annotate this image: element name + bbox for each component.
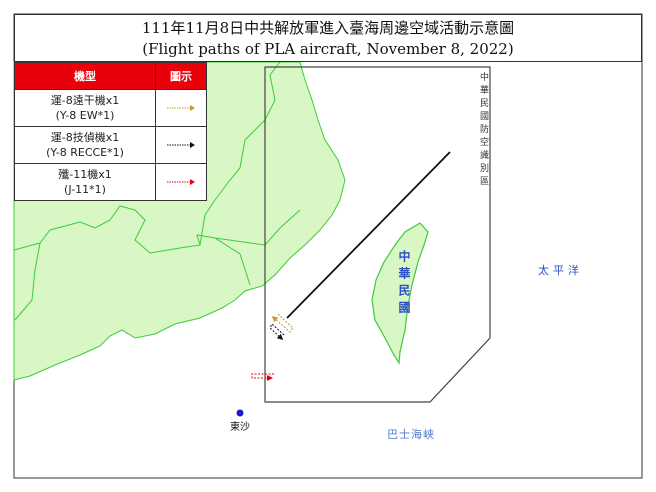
- dongsha-marker: [236, 409, 244, 417]
- legend-label-en: (Y-8 EW*1): [55, 109, 115, 122]
- province-borders: [13, 61, 301, 321]
- legend-row: 運-8遠干機x1 (Y-8 EW*1): [14, 89, 207, 127]
- title-box: 111年11月8日中共解放軍進入臺海周邊空域活動示意圖 (Flight path…: [14, 14, 642, 62]
- title-zh: 111年11月8日中共解放軍進入臺海周邊空域活動示意圖: [141, 19, 515, 37]
- legend-row: 運-8技偵機x1 (Y-8 RECCE*1): [14, 126, 207, 164]
- dongsha-label: 東沙: [230, 422, 250, 433]
- pacific-label: 太平洋: [538, 264, 583, 277]
- y8-recce-return-track: [269, 323, 285, 341]
- legend-row: 殲-11機x1 (J-11*1): [14, 163, 207, 201]
- dotted-arrow-icon: [167, 141, 195, 148]
- legend-header-symbol: 圖示: [155, 62, 207, 90]
- legend-header-type: 機型: [14, 62, 156, 90]
- dotted-arrow-icon: [167, 104, 195, 111]
- legend-label-en: (J-11*1): [64, 183, 106, 196]
- bashi-channel-label: 巴士海峽: [387, 428, 435, 441]
- legend-label-en: (Y-8 RECCE*1): [46, 146, 124, 159]
- dotted-arrow-icon: [167, 178, 195, 185]
- taiwan: [371, 222, 429, 365]
- legend-label-zh: 運-8遠干機x1: [50, 94, 120, 107]
- legend-label-zh: 殲-11機x1: [58, 168, 112, 181]
- legend-table: 機型 圖示 運-8遠干機x1 (Y-8 EW*1) 運-8技偵機x1 (Y-8 REC…: [14, 62, 207, 201]
- legend-label-zh: 運-8技偵機x1: [50, 131, 120, 144]
- y8-recce-track: [286, 151, 451, 319]
- adiz-boundary: [264, 66, 491, 403]
- y8-ew-track: [271, 313, 294, 333]
- taiwan-label: 中華民國: [397, 250, 411, 318]
- j11-track: [251, 373, 274, 381]
- title-en: (Flight paths of PLA aircraft, November …: [142, 40, 514, 58]
- adiz-label: 中華民國防空識別區: [478, 72, 488, 189]
